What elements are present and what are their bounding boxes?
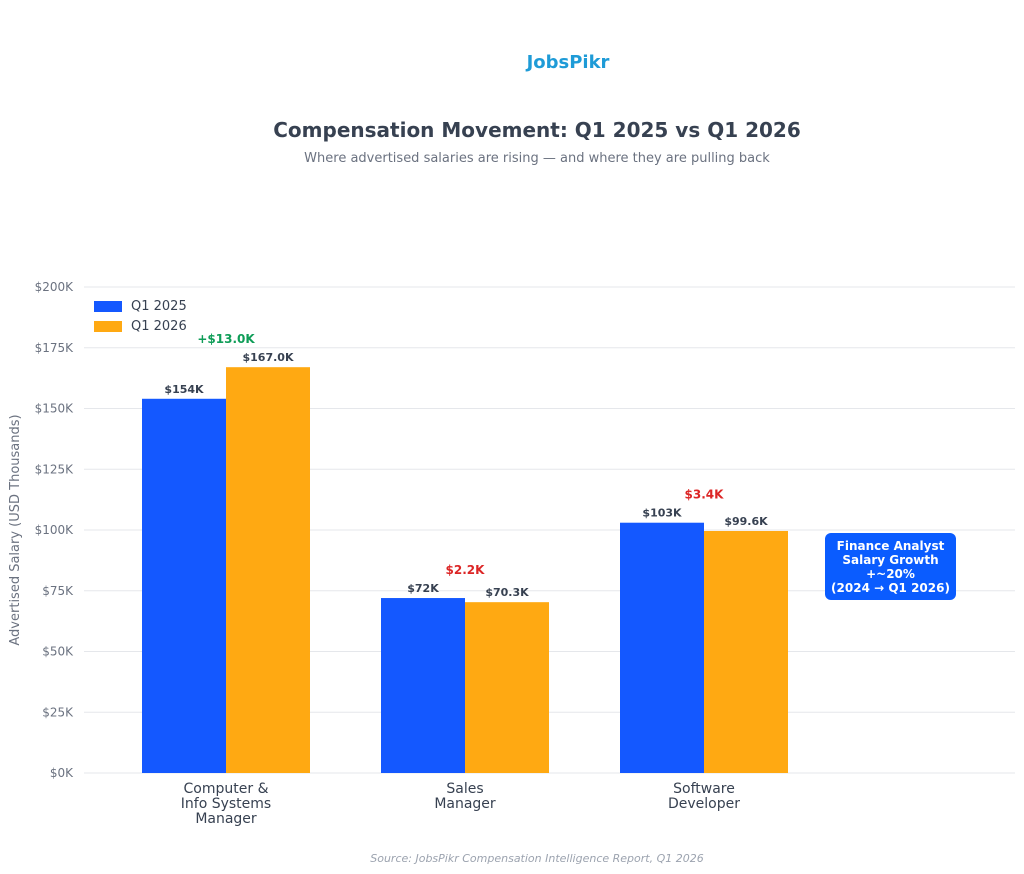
y-tick-label: $175K	[35, 341, 75, 355]
legend-item-q1-2025: Q1 2025	[94, 296, 187, 316]
x-tick-label: Info Systems	[181, 796, 271, 812]
y-tick-label: $125K	[35, 462, 75, 476]
y-tick-label: $50K	[42, 645, 74, 659]
change-label: +$13.0K	[197, 332, 255, 346]
legend-label-q1-2026: Q1 2026	[131, 318, 187, 334]
legend-item-q1-2026: Q1 2026	[94, 316, 187, 336]
y-tick-label: $100K	[35, 523, 75, 537]
callout-line: +~20%	[866, 566, 915, 581]
y-tick-label: $0K	[50, 766, 74, 780]
callout-line: (2024 → Q1 2026)	[831, 580, 950, 595]
bar	[465, 602, 549, 773]
change-label: $3.4K	[685, 488, 725, 502]
callout-line: Finance Analyst	[836, 538, 945, 553]
bar-value-label: $70.3K	[485, 586, 529, 599]
change-label: $2.2K	[446, 563, 486, 577]
bar	[620, 522, 704, 773]
source-note: Source: JobsPikr Compensation Intelligen…	[370, 852, 704, 865]
bar	[381, 598, 465, 773]
jobspikr-logo: JobsPikr	[526, 52, 610, 73]
chart-legend: Q1 2025 Q1 2026	[94, 296, 187, 336]
x-tick-label: Developer	[668, 796, 740, 812]
finance-analyst-callout: Finance Analyst Salary Growth +~20% (202…	[825, 533, 956, 600]
bar-value-label: $103K	[642, 507, 682, 520]
x-tick-label: Manager	[434, 796, 496, 812]
bar	[142, 398, 226, 773]
y-axis-label: Advertised Salary (USD Thousands)	[8, 414, 23, 645]
legend-swatch-q1-2026	[94, 320, 122, 332]
x-tick-label: Computer &	[184, 781, 269, 797]
legend-swatch-q1-2025	[94, 300, 122, 312]
y-tick-label: $25K	[42, 705, 74, 719]
bar-value-label: $154K	[164, 383, 204, 396]
y-tick-label: $200K	[35, 280, 75, 294]
bar-value-label: $99.6K	[724, 515, 768, 528]
legend-label-q1-2025: Q1 2025	[131, 298, 187, 314]
y-tick-label: $150K	[35, 402, 75, 416]
y-tick-label: $75K	[42, 584, 74, 598]
bar-value-label: $167.0K	[243, 351, 294, 364]
bar	[226, 367, 310, 773]
x-tick-label: Sales	[446, 781, 483, 797]
chart-title: Compensation Movement: Q1 2025 vs Q1 202…	[273, 118, 801, 142]
x-tick-label: Software	[673, 781, 735, 797]
chart-subtitle: Where advertised salaries are rising — a…	[304, 151, 770, 166]
bar	[704, 530, 788, 773]
bar-value-label: $72K	[407, 582, 439, 595]
callout-line: Salary Growth	[842, 552, 939, 567]
x-tick-label: Manager	[195, 811, 257, 827]
